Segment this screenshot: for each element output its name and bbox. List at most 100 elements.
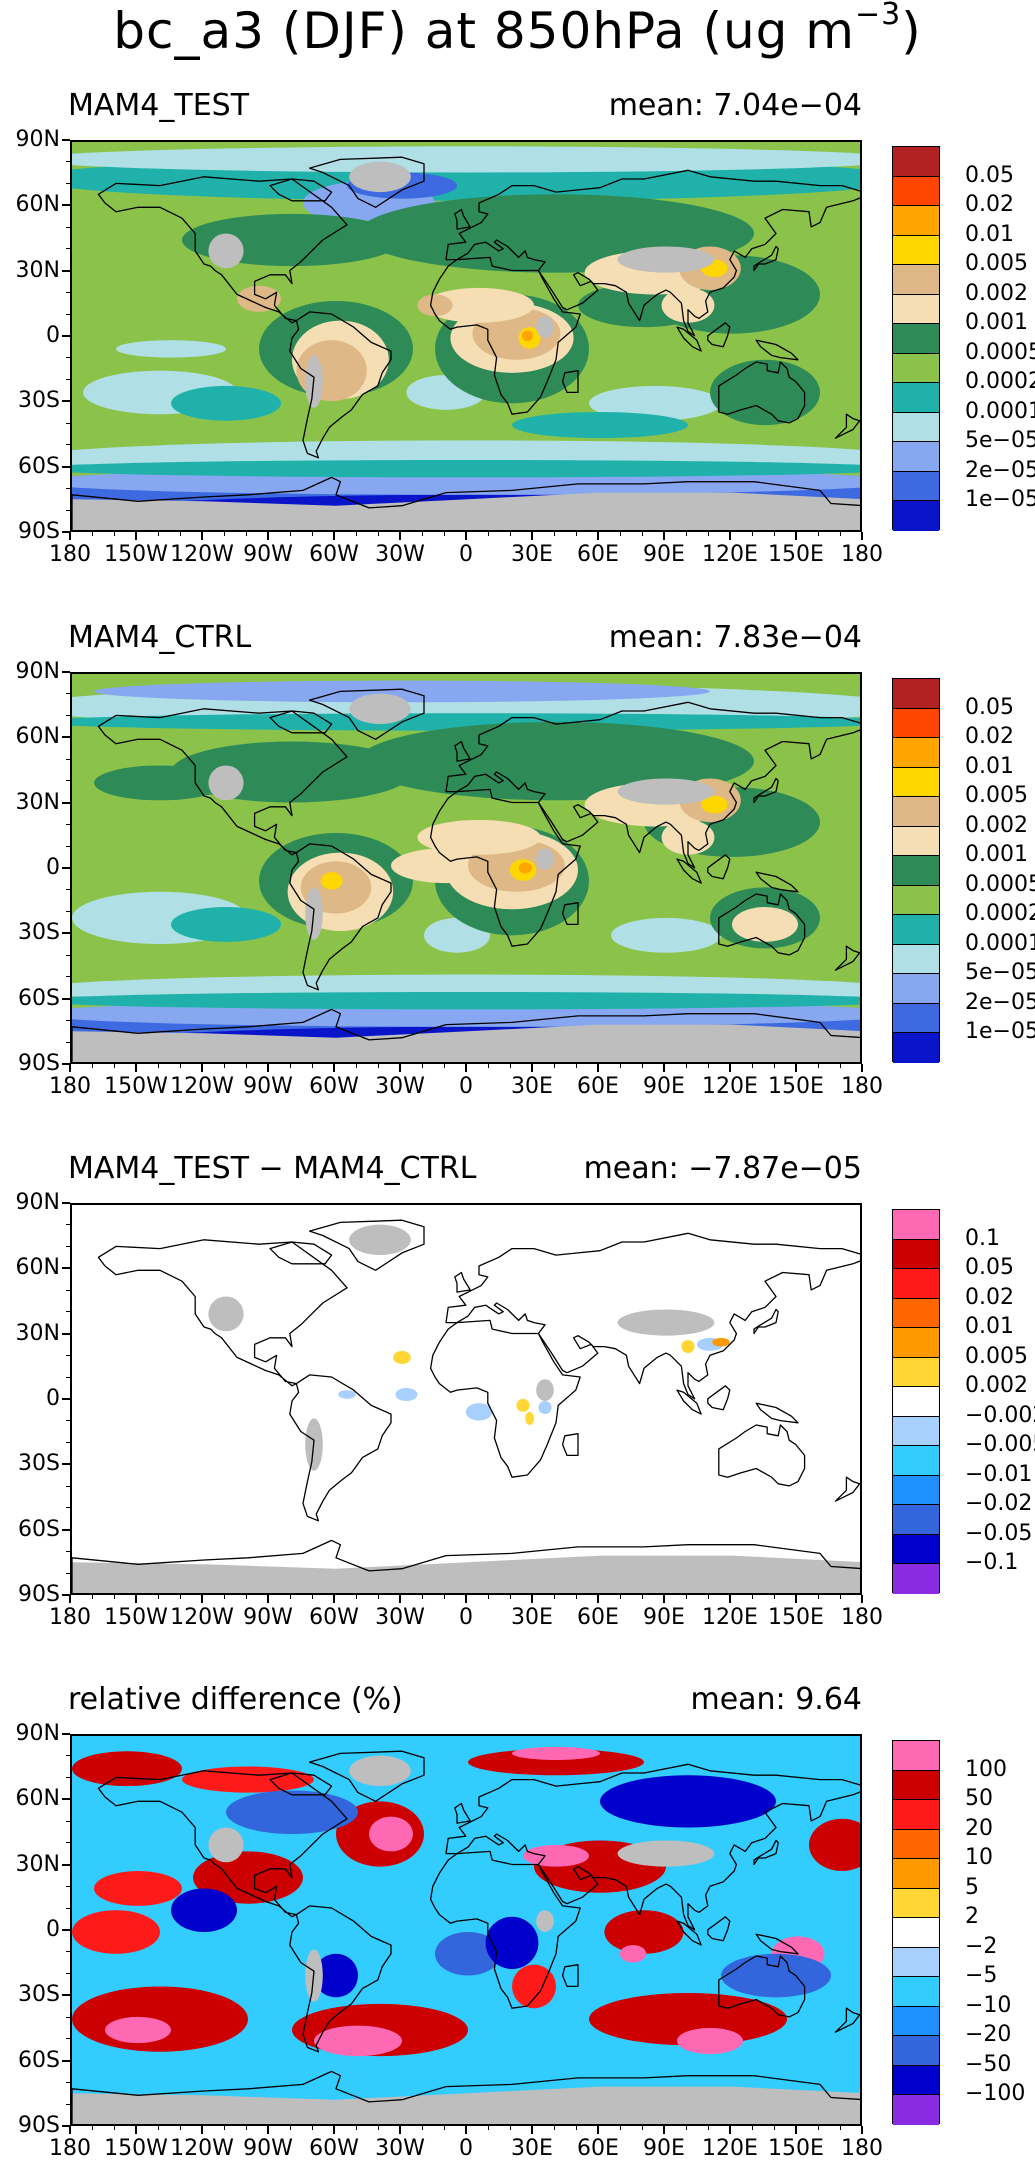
lon-minor-tick [311, 1064, 313, 1068]
lon-tick-label: 60W [309, 2136, 359, 2161]
lat-tick [62, 400, 70, 403]
colorbar-label: −0.005 [965, 1432, 1035, 1457]
lat-minor-tick [66, 1376, 70, 1378]
lat-tick [62, 671, 70, 673]
lon-minor-tick [553, 1064, 555, 1068]
lon-tick-label: 180 [841, 2136, 883, 2161]
lon-minor-tick [289, 2126, 291, 2130]
lat-tick [62, 2059, 70, 2062]
panel-title: MAM4_TEST [68, 88, 250, 123]
lat-tick [62, 1332, 70, 1335]
missing-data-region [536, 316, 554, 338]
panel-title: relative difference (%) [68, 1682, 403, 1717]
colorbar-label: 0.005 [965, 1343, 1028, 1369]
lon-minor-tick [575, 1595, 577, 1599]
colorbar-label: −0.01 [965, 1461, 1033, 1487]
lon-tick-label: 30W [375, 2136, 425, 2161]
field-region [94, 765, 226, 801]
coastline-nz [834, 413, 860, 439]
lat-minor-tick [66, 1442, 70, 1444]
lat-minor-tick [66, 1507, 70, 1509]
colorbar-swatch [893, 1534, 939, 1564]
colorbar-label: −100 [965, 2081, 1026, 2106]
lon-tick [663, 1064, 665, 1072]
field-region [809, 1818, 860, 1872]
lon-minor-tick [839, 1595, 841, 1599]
colorbar-swatch [893, 1239, 939, 1269]
coastline-newguinea [755, 871, 799, 893]
lon-tick-label: 150E [768, 1605, 824, 1630]
lat-minor-tick [66, 1755, 70, 1757]
colorbar-label: −0.002 [965, 1402, 1035, 1428]
coastline-uk [454, 1271, 471, 1293]
coastline-sumatra [676, 1920, 702, 1946]
panel-mean: mean: −7.87e−05 [583, 1151, 862, 1186]
field-region [701, 795, 728, 814]
colorbar-label: 50 [965, 1786, 993, 1811]
lon-tick-label: 60W [309, 542, 359, 567]
colorbar-swatch [893, 1357, 939, 1387]
colorbar-swatch [893, 501, 939, 531]
lon-minor-tick [619, 2126, 621, 2130]
lon-minor-tick [641, 1595, 643, 1599]
lat-tick [62, 932, 70, 935]
lon-minor-tick [707, 1595, 709, 1599]
lon-tick-label: 150W [104, 1605, 168, 1630]
lat-tick [62, 531, 70, 533]
lat-tick [62, 1063, 70, 1065]
coastline-eurasia [445, 1232, 860, 1400]
field-region [512, 412, 688, 439]
lon-tick-label: 120E [702, 542, 758, 567]
field-region [435, 1932, 501, 1976]
colorbar [892, 146, 940, 531]
coastline-samerica [289, 1905, 392, 2053]
lon-tick [69, 2126, 71, 2134]
lon-tick-label: 90E [643, 542, 685, 567]
coastline-nz [834, 2007, 860, 2033]
lon-tick-label: 90E [643, 2136, 685, 2161]
lon-minor-tick [311, 532, 313, 536]
lon-tick [201, 532, 203, 540]
colorbar [892, 1209, 940, 1594]
field-region [171, 385, 281, 421]
lat-minor-tick [66, 357, 70, 359]
lat-minor-tick [66, 487, 70, 489]
coastline-greenland [308, 1219, 425, 1271]
panel-mean: mean: 7.04e−04 [608, 88, 862, 123]
lon-minor-tick [377, 2126, 379, 2130]
lon-minor-tick [179, 1595, 181, 1599]
colorbar [892, 678, 940, 1063]
lon-tick-label: 120E [702, 2136, 758, 2161]
lat-tick [62, 1267, 70, 1270]
lon-tick [861, 2126, 863, 2134]
lon-minor-tick [245, 1595, 247, 1599]
lon-minor-tick [817, 2126, 819, 2130]
field-region [465, 1403, 493, 1421]
field-region [604, 1910, 684, 1954]
lon-tick [69, 532, 71, 540]
lon-tick-label: 150W [104, 2136, 168, 2161]
colorbar-swatch [893, 2006, 939, 2036]
field-region [94, 680, 710, 703]
lon-tick-label: 120W [170, 542, 234, 567]
lon-tick-label: 60E [577, 1074, 619, 1099]
lon-tick [69, 1064, 71, 1072]
lon-tick-label: 30E [511, 542, 553, 567]
field-region [72, 1751, 182, 1787]
lon-tick-label: 30E [511, 2136, 553, 2161]
panel-title: MAM4_TEST − MAM4_CTRL [68, 1151, 477, 1186]
lon-tick [267, 1595, 269, 1603]
lon-minor-tick [355, 532, 357, 536]
colorbar-label: 0.01 [965, 753, 1014, 779]
lon-tick [201, 1595, 203, 1603]
lon-minor-tick [223, 532, 225, 536]
lon-tick-label: 30W [375, 542, 425, 567]
lat-tick [62, 1994, 70, 1997]
field-region [516, 1398, 530, 1412]
field-region [369, 1816, 413, 1852]
lat-minor-tick [66, 1289, 70, 1291]
coastline-borneo [707, 1385, 731, 1411]
colorbar-label: 2e−05 [965, 457, 1035, 483]
lat-tick [62, 1463, 70, 1466]
lat-minor-tick [66, 291, 70, 293]
